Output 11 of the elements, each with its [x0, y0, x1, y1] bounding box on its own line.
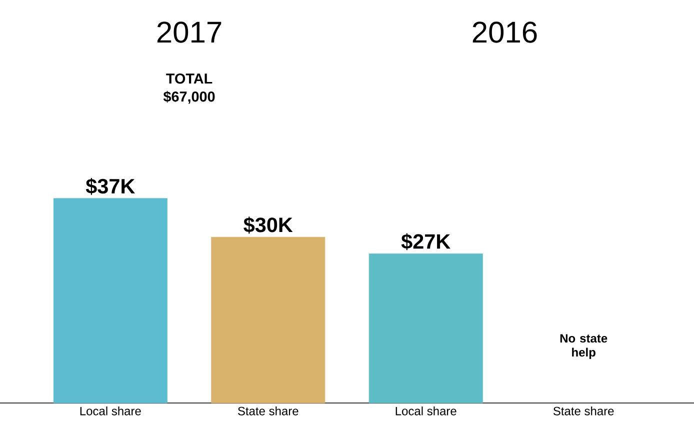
data-label: $30K — [244, 216, 293, 234]
text: 2016 — [472, 22, 537, 43]
data-label: $37K — [86, 178, 135, 195]
x-tick-label: State share — [553, 406, 614, 416]
text: 2017 — [157, 22, 222, 43]
x-tick-label: State share — [238, 406, 298, 416]
data-label: $27K — [401, 233, 450, 250]
x-tick-label: Local share — [396, 406, 456, 416]
annotation: No state help — [560, 334, 608, 359]
x-tick-label: Local share — [80, 406, 141, 416]
text: TOTAL $67,000 — [163, 74, 215, 104]
